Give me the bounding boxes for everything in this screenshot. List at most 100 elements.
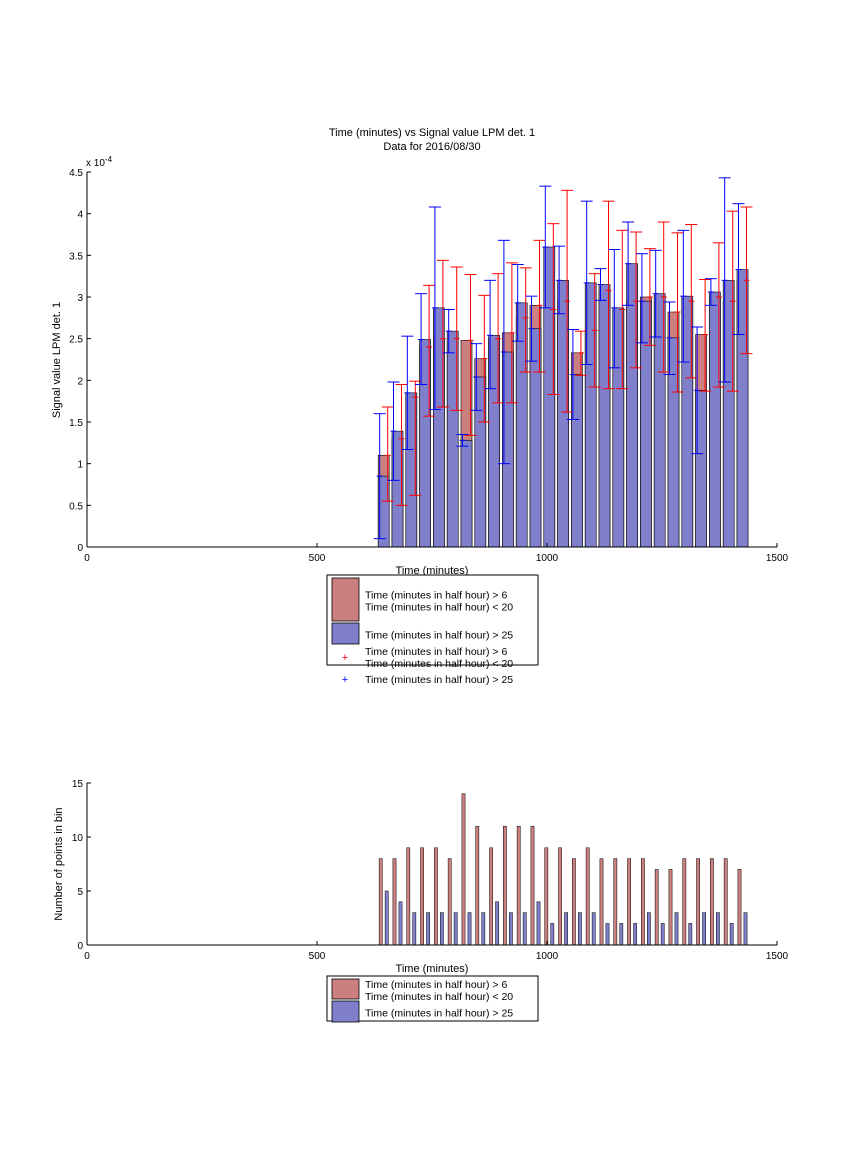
count-bar-red [475, 825, 480, 946]
y-tick-label: 1.5 [69, 418, 83, 429]
y-exponent: x 10-4 [86, 155, 113, 169]
count-bar-blue [688, 923, 693, 946]
count-bar-blue [467, 912, 472, 946]
count-bar-blue [591, 912, 596, 946]
legend-label: Time (minutes in half hour) > 6 [365, 590, 507, 602]
y-tick-label: 2.5 [69, 335, 83, 346]
count-bar-red [544, 847, 549, 946]
bar-blue [460, 440, 473, 548]
count-bar-blue [536, 901, 541, 946]
count-bar-red [530, 825, 535, 946]
count-bar-red [710, 858, 714, 946]
x-tick-label: 500 [309, 553, 326, 564]
y-tick-label: 3 [77, 293, 83, 304]
y-tick-label: 0 [77, 941, 83, 952]
chart-title: Time (minutes) vs Signal value LPM det. … [329, 127, 535, 139]
count-bar-red [392, 858, 397, 946]
y-tick-label: 15 [72, 779, 84, 790]
count-bar-blue [647, 912, 651, 946]
count-bar-red [641, 858, 645, 946]
legend-label: Time (minutes in half hour) < 20 [365, 658, 513, 670]
y-tick-label: 1 [77, 460, 83, 471]
y-tick-label: 2 [77, 376, 83, 387]
x-tick-label: 0 [84, 951, 90, 962]
count-bar-blue [384, 890, 389, 946]
x-axis-label: Time (minutes) [396, 565, 469, 577]
count-bar-red [668, 869, 673, 946]
x-axis-label-bottom: Time (minutes) [396, 963, 469, 975]
count-bar-red [489, 847, 493, 946]
count-bar-blue [605, 923, 610, 946]
legend-box [326, 574, 539, 666]
legend-label: Time (minutes in half hour) < 20 [365, 991, 513, 1003]
legend-plus-blue: + [342, 674, 348, 686]
legend-swatch-blue [331, 622, 360, 645]
y-axis-label: Signal value LPM det. 1 [51, 302, 63, 418]
y-tick-label: 5 [77, 887, 83, 898]
legend-box [326, 975, 539, 1022]
legend-swatch-red [331, 978, 360, 1000]
count-bar-blue [453, 912, 458, 946]
legend-label: Time (minutes in half hour) < 20 [365, 602, 513, 614]
count-bar-blue [522, 912, 527, 946]
count-bar-red [503, 825, 507, 946]
count-bar-blue [426, 912, 430, 946]
count-bar-red [558, 847, 562, 946]
count-bar-red [434, 847, 438, 946]
count-bar-blue [743, 912, 748, 946]
y-exponent-base: x 10 [86, 158, 105, 169]
legend-swatch-blue [331, 1000, 360, 1023]
count-bar-red [737, 869, 742, 946]
y-exponent-power: -4 [105, 155, 113, 164]
legend-label: Time (minutes in half hour) > 6 [365, 646, 507, 658]
x-tick-label: 500 [309, 951, 326, 962]
count-bar-red [585, 847, 590, 946]
count-bar-red [378, 858, 383, 946]
chart-subtitle: Data for 2016/08/30 [383, 141, 480, 153]
count-bar-blue [716, 912, 720, 946]
y-tick-label: 4 [77, 210, 83, 221]
y-axis-label-bottom: Number of points in bin [53, 807, 65, 920]
y-tick-label: 0 [77, 543, 83, 554]
count-bar-blue [674, 912, 679, 946]
count-bar-blue [495, 901, 499, 946]
x-tick-label: 1000 [536, 951, 559, 962]
count-bar-red [599, 858, 604, 946]
top-error-bars [373, 177, 753, 540]
count-bar-red [572, 858, 576, 946]
count-bar-red [613, 858, 618, 946]
count-bar-red [406, 847, 411, 946]
count-bar-blue [702, 912, 706, 946]
legend-plus-red: + [342, 652, 348, 664]
count-bar-blue [619, 923, 624, 946]
x-tick-label: 1500 [766, 951, 789, 962]
legend-label: Time (minutes in half hour) > 25 [365, 630, 513, 642]
count-bar-red [516, 825, 521, 946]
count-bar-blue [729, 923, 734, 946]
y-tick-label: 0.5 [69, 501, 83, 512]
count-bar-red [627, 858, 631, 946]
legend-label: Time (minutes in half hour) > 6 [365, 979, 507, 991]
bottom-axes: 0 500 1000 1500 0 5 10 15 [72, 779, 789, 962]
y-tick-label: 10 [72, 833, 84, 844]
count-bar-blue [550, 923, 555, 946]
bottom-bars [378, 793, 748, 946]
x-tick-label: 1000 [536, 553, 559, 564]
legend-label: Time (minutes in half hour) > 25 [365, 1008, 513, 1020]
count-bar-blue [660, 923, 665, 946]
count-bar-blue [412, 912, 417, 946]
count-bar-red [696, 858, 700, 946]
top-axes: 0 500 1000 1500 0 0.5 1 1.5 2 2.5 3 3.5 4 4.5 [69, 168, 788, 564]
y-tick-label: 3.5 [69, 251, 83, 262]
y-tick-label: 4.5 [69, 168, 83, 179]
legend-label: Time (minutes in half hour) > 25 [365, 674, 513, 686]
count-bar-red [682, 858, 687, 946]
count-bar-red [461, 793, 466, 946]
top-bars [377, 246, 749, 548]
legend-swatch-red [331, 577, 360, 622]
count-bar-blue [578, 912, 582, 946]
x-tick-label: 0 [84, 553, 90, 564]
